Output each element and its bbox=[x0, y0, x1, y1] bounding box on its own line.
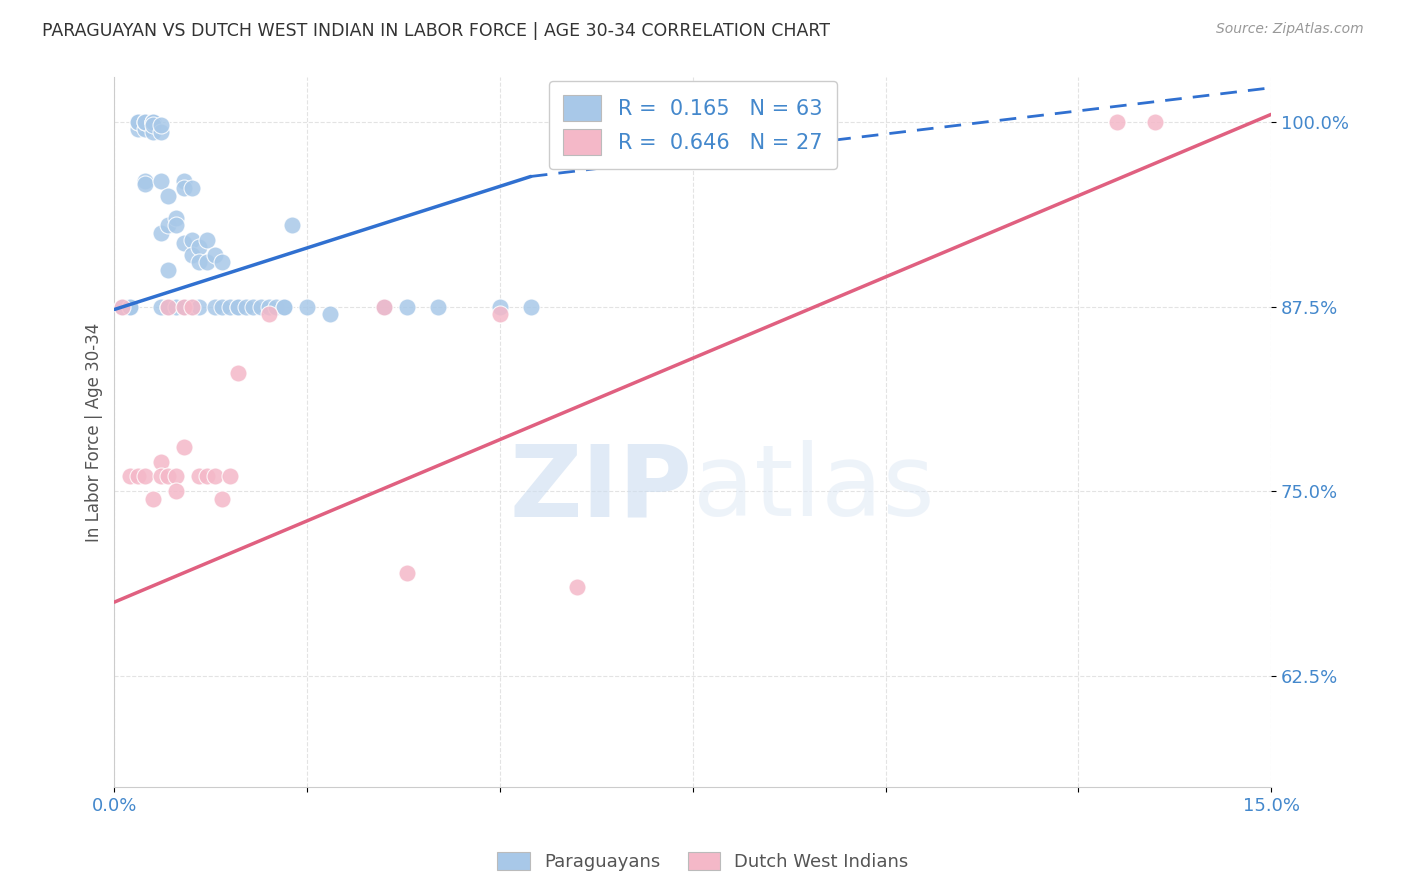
Point bbox=[111, 300, 134, 314]
Point bbox=[134, 174, 156, 188]
Point bbox=[165, 300, 187, 314]
Point bbox=[235, 300, 257, 314]
Point bbox=[204, 300, 226, 314]
Point bbox=[157, 469, 180, 483]
Point bbox=[219, 469, 242, 483]
Point bbox=[157, 262, 180, 277]
Point bbox=[257, 300, 280, 314]
Point bbox=[173, 300, 195, 314]
Point bbox=[173, 440, 195, 454]
Point bbox=[157, 219, 180, 233]
Point bbox=[127, 469, 149, 483]
Point bbox=[226, 366, 249, 380]
Point bbox=[149, 226, 172, 240]
Point bbox=[211, 300, 233, 314]
Point bbox=[273, 300, 295, 314]
Point bbox=[180, 233, 202, 247]
Point bbox=[180, 181, 202, 195]
Point bbox=[319, 307, 342, 321]
Point bbox=[118, 300, 141, 314]
Point bbox=[226, 300, 249, 314]
Point bbox=[127, 122, 149, 136]
Point bbox=[396, 300, 419, 314]
Point bbox=[142, 115, 165, 129]
Point bbox=[134, 177, 156, 191]
Point bbox=[165, 211, 187, 225]
Point bbox=[281, 219, 304, 233]
Point bbox=[565, 580, 588, 594]
Point bbox=[489, 307, 512, 321]
Point bbox=[127, 115, 149, 129]
Point bbox=[211, 255, 233, 269]
Point bbox=[173, 300, 195, 314]
Point bbox=[188, 255, 211, 269]
Point bbox=[520, 300, 543, 314]
Point bbox=[219, 300, 242, 314]
Point bbox=[157, 188, 180, 202]
Point bbox=[1144, 115, 1167, 129]
Point bbox=[142, 115, 165, 129]
Point bbox=[188, 469, 211, 483]
Text: Source: ZipAtlas.com: Source: ZipAtlas.com bbox=[1216, 22, 1364, 37]
Point bbox=[266, 300, 288, 314]
Point bbox=[118, 300, 141, 314]
Point bbox=[134, 115, 156, 129]
Point bbox=[188, 240, 211, 254]
Legend: Paraguayans, Dutch West Indians: Paraguayans, Dutch West Indians bbox=[491, 845, 915, 879]
Point bbox=[295, 300, 318, 314]
Point bbox=[111, 300, 134, 314]
Point bbox=[142, 115, 165, 129]
Point bbox=[173, 181, 195, 195]
Point bbox=[226, 300, 249, 314]
Point bbox=[142, 118, 165, 132]
Point bbox=[373, 300, 395, 314]
Point bbox=[165, 484, 187, 499]
Point bbox=[127, 115, 149, 129]
Point bbox=[165, 219, 187, 233]
Point bbox=[142, 491, 165, 506]
Point bbox=[489, 300, 512, 314]
Point bbox=[180, 300, 202, 314]
Point bbox=[157, 300, 180, 314]
Point bbox=[149, 118, 172, 132]
Point bbox=[257, 307, 280, 321]
Point bbox=[180, 300, 202, 314]
Point bbox=[134, 469, 156, 483]
Point bbox=[396, 566, 419, 580]
Point bbox=[118, 469, 141, 483]
Text: atlas: atlas bbox=[693, 441, 935, 537]
Point bbox=[211, 491, 233, 506]
Point bbox=[373, 300, 395, 314]
Point bbox=[134, 122, 156, 136]
Point bbox=[149, 469, 172, 483]
Point bbox=[250, 300, 273, 314]
Legend: R =  0.165   N = 63, R =  0.646   N = 27: R = 0.165 N = 63, R = 0.646 N = 27 bbox=[548, 81, 837, 169]
Point bbox=[157, 300, 180, 314]
Point bbox=[427, 300, 450, 314]
Point bbox=[195, 469, 218, 483]
Point bbox=[204, 469, 226, 483]
Point bbox=[142, 125, 165, 139]
Point bbox=[149, 300, 172, 314]
Text: PARAGUAYAN VS DUTCH WEST INDIAN IN LABOR FORCE | AGE 30-34 CORRELATION CHART: PARAGUAYAN VS DUTCH WEST INDIAN IN LABOR… bbox=[42, 22, 830, 40]
Point bbox=[195, 233, 218, 247]
Point bbox=[149, 174, 172, 188]
Point bbox=[195, 255, 218, 269]
Point bbox=[134, 115, 156, 129]
Y-axis label: In Labor Force | Age 30-34: In Labor Force | Age 30-34 bbox=[86, 323, 103, 541]
Point bbox=[273, 300, 295, 314]
Point bbox=[204, 248, 226, 262]
Point bbox=[188, 300, 211, 314]
Point bbox=[165, 469, 187, 483]
Point bbox=[173, 235, 195, 250]
Point bbox=[173, 174, 195, 188]
Point bbox=[242, 300, 264, 314]
Text: ZIP: ZIP bbox=[510, 441, 693, 537]
Point bbox=[180, 248, 202, 262]
Point bbox=[1105, 115, 1128, 129]
Point bbox=[149, 455, 172, 469]
Point bbox=[149, 125, 172, 139]
